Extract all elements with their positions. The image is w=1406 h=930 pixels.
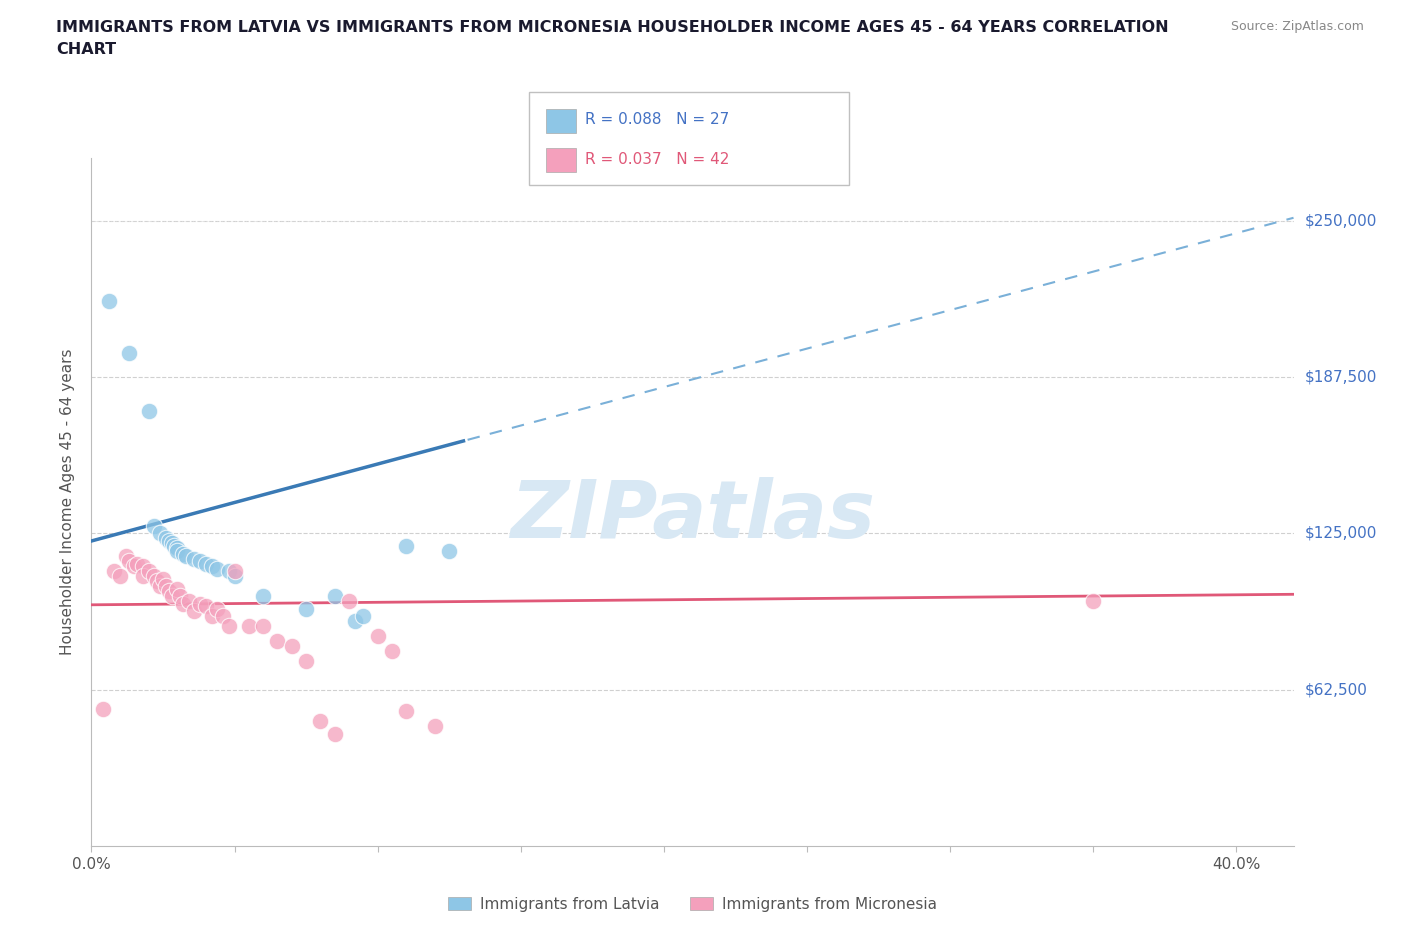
- Point: [127, 556, 149, 571]
- Point: [152, 571, 174, 586]
- Point: [323, 726, 346, 741]
- Text: $125,000: $125,000: [1305, 526, 1376, 541]
- Legend: Immigrants from Latvia, Immigrants from Micronesia: Immigrants from Latvia, Immigrants from …: [441, 891, 943, 918]
- Point: [166, 541, 188, 556]
- Point: [132, 559, 155, 574]
- Text: ZIPatlas: ZIPatlas: [510, 477, 875, 555]
- Point: [183, 551, 205, 566]
- Point: [323, 589, 346, 604]
- Point: [166, 543, 188, 558]
- Point: [155, 578, 177, 593]
- Point: [337, 593, 360, 608]
- Point: [177, 593, 200, 608]
- Point: [281, 639, 304, 654]
- Point: [207, 601, 229, 616]
- Text: CHART: CHART: [56, 42, 117, 57]
- Point: [194, 599, 217, 614]
- Point: [423, 719, 446, 734]
- Point: [143, 568, 166, 583]
- Point: [149, 526, 172, 541]
- Point: [395, 704, 418, 719]
- Point: [124, 559, 146, 574]
- Point: [91, 701, 114, 716]
- Text: Source: ZipAtlas.com: Source: ZipAtlas.com: [1230, 20, 1364, 33]
- Point: [218, 564, 240, 578]
- Point: [224, 568, 246, 583]
- Point: [163, 538, 186, 553]
- Text: $187,500: $187,500: [1305, 369, 1376, 385]
- Point: [194, 556, 217, 571]
- Point: [166, 581, 188, 596]
- Point: [155, 531, 177, 546]
- Y-axis label: Householder Income Ages 45 - 64 years: Householder Income Ages 45 - 64 years: [60, 349, 76, 656]
- Point: [132, 568, 155, 583]
- Point: [174, 549, 197, 564]
- Point: [143, 519, 166, 534]
- Point: [201, 608, 224, 623]
- Point: [266, 633, 288, 648]
- Text: R = 0.037   N = 42: R = 0.037 N = 42: [585, 153, 730, 167]
- Point: [103, 564, 125, 578]
- Point: [172, 546, 194, 561]
- Point: [97, 293, 120, 308]
- Point: [343, 614, 366, 629]
- Point: [437, 543, 460, 558]
- Point: [188, 596, 211, 611]
- Point: [224, 564, 246, 578]
- Point: [146, 574, 169, 589]
- Point: [183, 604, 205, 618]
- Point: [117, 553, 139, 568]
- Point: [238, 618, 260, 633]
- Point: [295, 601, 318, 616]
- Point: [157, 584, 180, 599]
- Point: [149, 578, 172, 593]
- Point: [172, 596, 194, 611]
- Point: [160, 589, 183, 604]
- Point: [157, 534, 180, 549]
- Point: [395, 538, 418, 553]
- Point: [114, 549, 136, 564]
- Text: $62,500: $62,500: [1305, 683, 1368, 698]
- Point: [218, 618, 240, 633]
- Point: [352, 608, 374, 623]
- Point: [188, 553, 211, 568]
- Point: [160, 536, 183, 551]
- Point: [212, 608, 235, 623]
- Point: [138, 404, 160, 418]
- Point: [108, 568, 131, 583]
- Text: R = 0.088   N = 27: R = 0.088 N = 27: [585, 113, 730, 127]
- Point: [367, 629, 389, 644]
- Point: [138, 564, 160, 578]
- Text: $250,000: $250,000: [1305, 213, 1376, 228]
- Point: [117, 346, 139, 361]
- Point: [295, 654, 318, 669]
- Point: [1081, 593, 1104, 608]
- Point: [201, 559, 224, 574]
- Point: [381, 644, 404, 658]
- Text: IMMIGRANTS FROM LATVIA VS IMMIGRANTS FROM MICRONESIA HOUSEHOLDER INCOME AGES 45 : IMMIGRANTS FROM LATVIA VS IMMIGRANTS FRO…: [56, 20, 1168, 35]
- Point: [207, 561, 229, 576]
- Point: [252, 589, 274, 604]
- Point: [309, 713, 332, 728]
- Point: [252, 618, 274, 633]
- Point: [169, 589, 191, 604]
